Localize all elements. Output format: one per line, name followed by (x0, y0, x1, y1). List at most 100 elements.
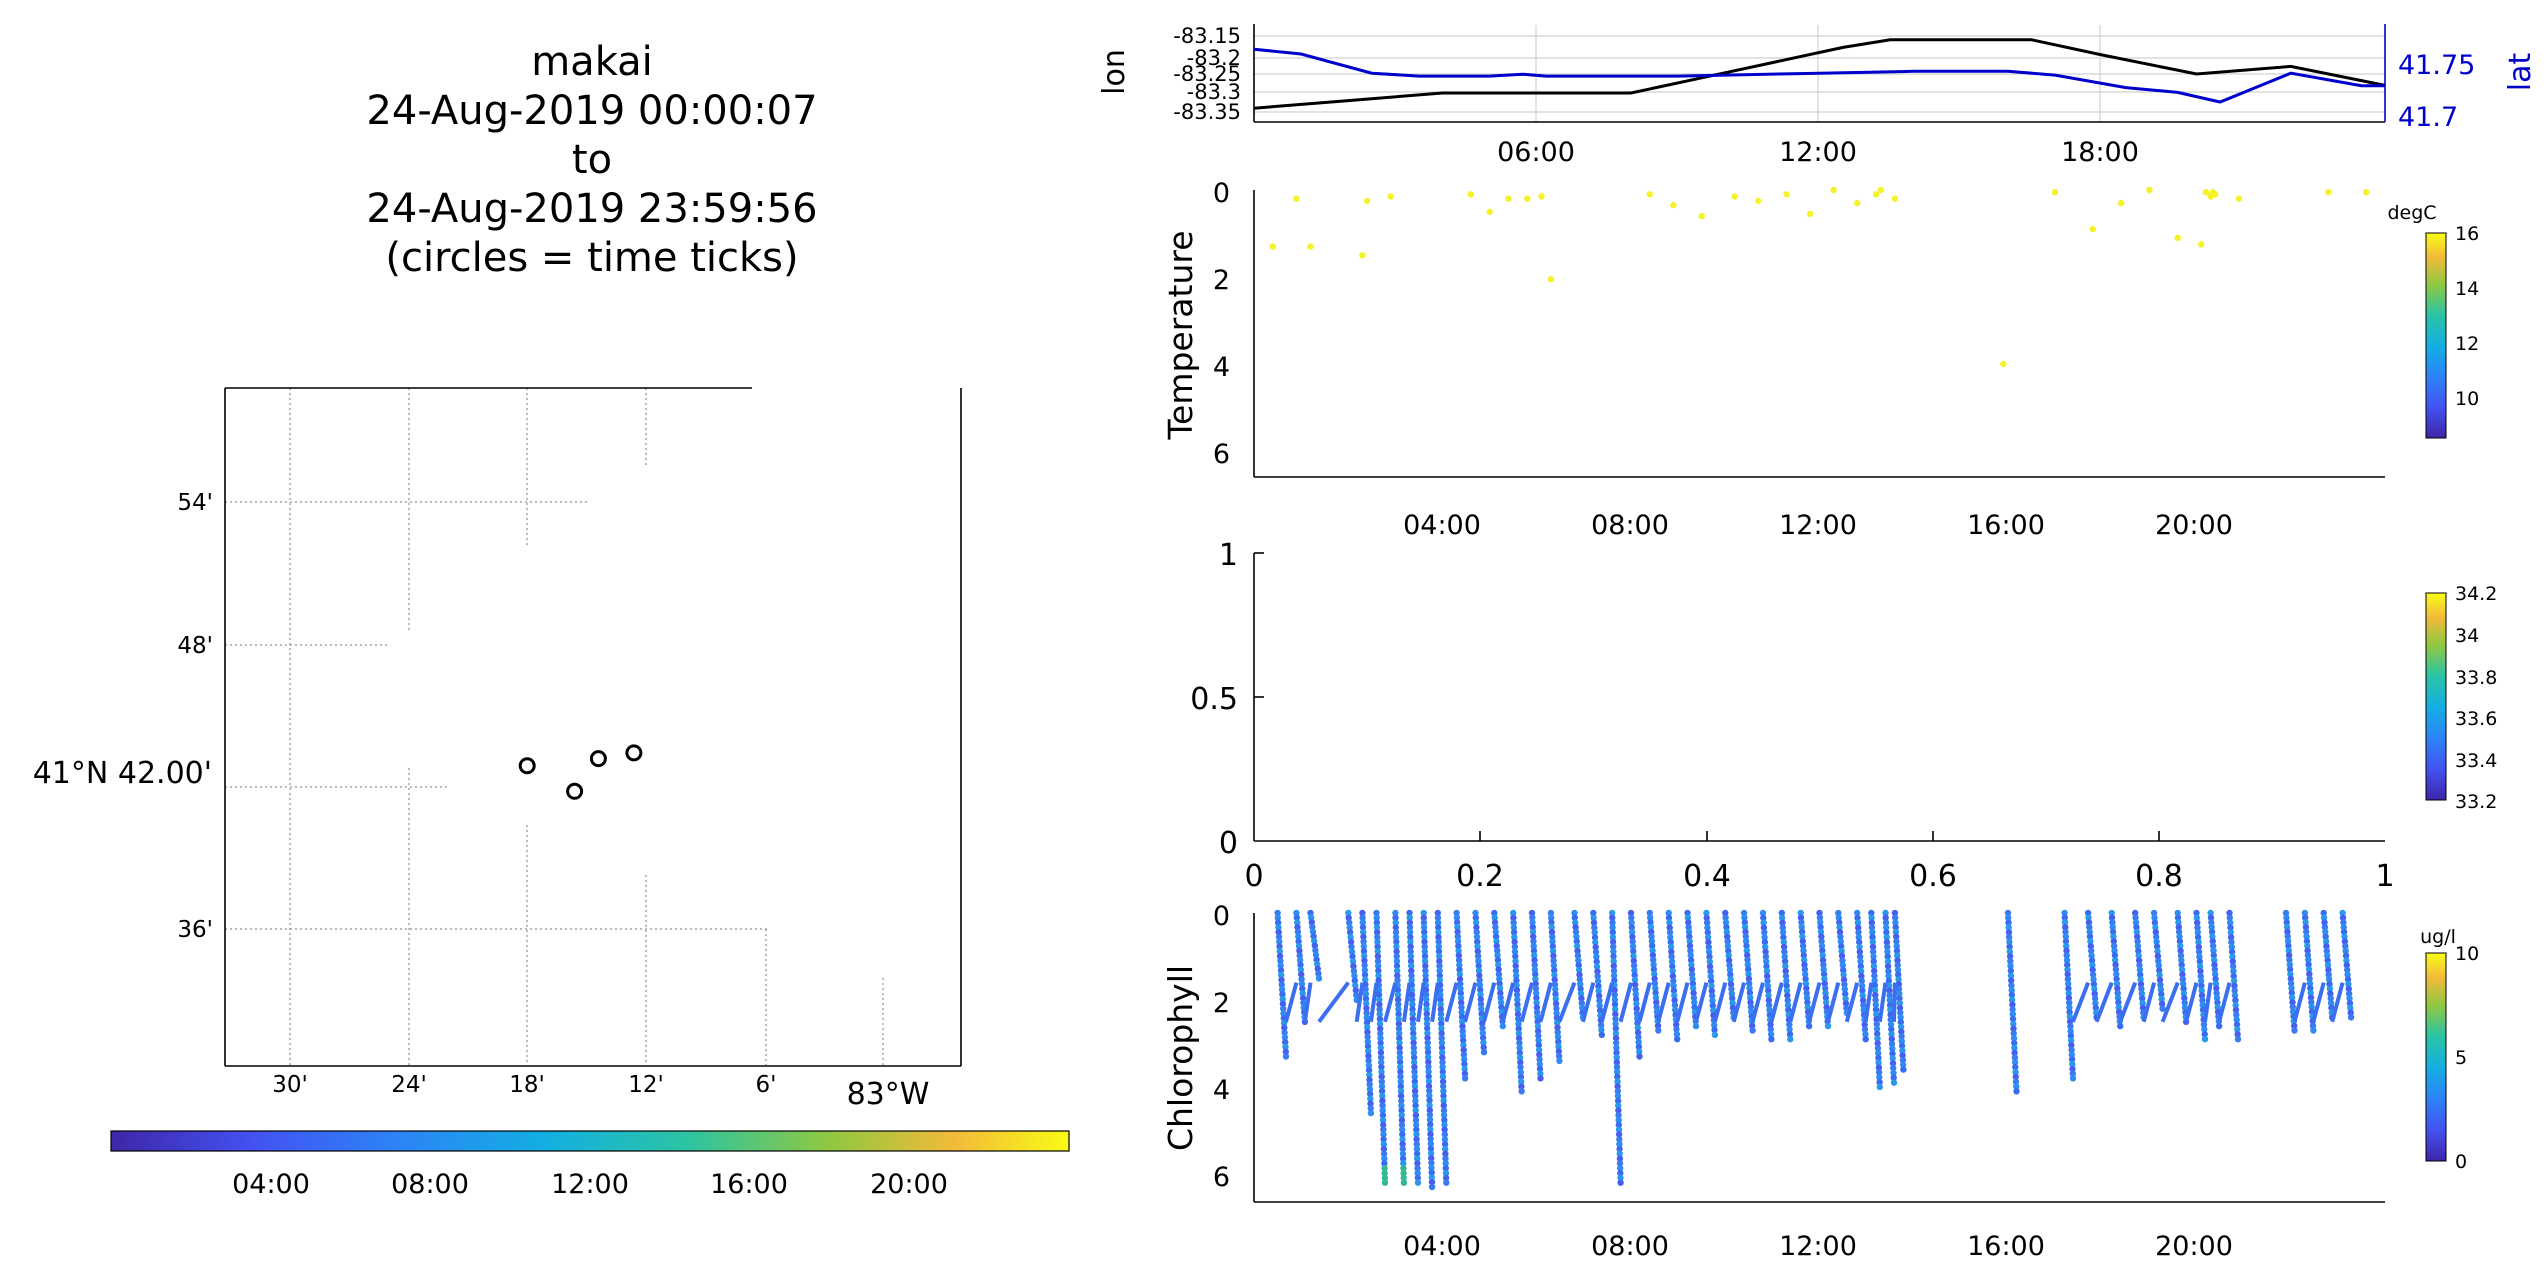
chlorophyll-point-189 (1392, 909, 1399, 917)
chlorophyll-point-1033 (1854, 919, 1862, 926)
chlorophyll-point-1075 (1872, 992, 1879, 999)
temperature-point-3 (1359, 252, 1366, 259)
chlorophyll-point-590 (1549, 943, 1557, 950)
chlorophyll-point-872 (1728, 985, 1735, 993)
chlorophyll-point-1224 (2066, 1009, 2073, 1016)
chlorophyll-point-1399 (2213, 989, 2220, 997)
chlorophyll-point-1420 (2230, 972, 2237, 980)
chlorophyll-point-984 (1816, 909, 1823, 917)
chlorophyll-point-184 (1381, 1160, 1388, 1167)
chlorophyll-point-782 (1666, 929, 1674, 936)
chlorophyll-point-1101 (1883, 938, 1891, 946)
chlorophyll-point-1326 (2157, 986, 2165, 993)
chlorophyll-point-695 (1613, 1059, 1621, 1066)
chlorophyll-point-847 (1709, 992, 1716, 999)
chlorophyll-point-1091 (1875, 1069, 1883, 1076)
chlorophyll-point-854 (1711, 1026, 1718, 1034)
chlorophyll-point-1078 (1872, 1006, 1880, 1013)
chlorophyll-point-1107 (1885, 968, 1892, 975)
chlorophyll-point-110 (1363, 1009, 1370, 1017)
chlorophyll-point-162 (1377, 1054, 1385, 1061)
chlorophyll-point-1244 (2086, 933, 2094, 940)
chlorophyll-point-459 (1473, 933, 1481, 941)
chlorophyll-point-313 (1421, 957, 1429, 965)
title-line-3: to (572, 137, 612, 183)
chlorophyll-point-1272 (2112, 956, 2119, 964)
chlorophyll-point-211 (1395, 1015, 1402, 1023)
chlorophyll-point-946 (1783, 977, 1790, 985)
chlorophyll-point-339 (1425, 1082, 1433, 1090)
chlorophyll-point-1115 (1887, 1006, 1894, 1014)
chlorophyll-point-209 (1395, 1006, 1402, 1013)
chlorophyll-point-1249 (2088, 957, 2096, 964)
chlorophyll-point-1167 (2005, 919, 2012, 926)
chlorophyll-point-680 (1611, 986, 1618, 994)
chlorophyll-point-1525 (2345, 985, 2352, 993)
chlorophyll-point-1147 (1895, 985, 1903, 993)
chlorophyll-point-321 (1423, 996, 1430, 1003)
chlorophyll-point-306 (1420, 924, 1428, 931)
chlorophyll-point-1025 (1841, 986, 1849, 993)
chlorophyll-point-324 (1423, 1010, 1431, 1018)
chlorophyll-point-521 (1512, 967, 1520, 974)
chlorophyll-point-379 (1437, 996, 1444, 1003)
chlorophyll-point-361 (1434, 909, 1442, 917)
chlorophyll-point-1246 (2087, 943, 2094, 950)
chlorophyll-point-405 (1441, 1121, 1448, 1129)
chlorophyll-point-256 (1407, 958, 1415, 965)
chlorophyll-point-31 (1293, 909, 1300, 917)
chlorophyll-point-232 (1398, 1116, 1406, 1124)
chlorophyll-point-498 (1496, 975, 1503, 983)
chlorophyll-point-1205 (2061, 919, 2069, 926)
chlorophyll-point-1146 (1895, 981, 1903, 988)
chlorophyll-point-1073 (1871, 982, 1879, 989)
chlorophyll-point-769 (1652, 989, 1659, 997)
chlorophyll-point-1089 (1875, 1059, 1882, 1067)
chlorophyll-point-1055 (1861, 1026, 1869, 1033)
chlorophyll-point-816 (1688, 961, 1695, 968)
chlorophyll-point-896 (1746, 989, 1754, 997)
chlorophyll-point-547 (1528, 909, 1536, 917)
chlorophyll-point-668 (1609, 929, 1617, 936)
temperature-point-36 (2325, 189, 2332, 196)
chlorophyll-point-717 (1617, 1165, 1624, 1172)
temperature-point-16 (1755, 197, 1762, 205)
chlorophyll-point-1076 (1872, 996, 1879, 1004)
chlorophyll-point-802 (1673, 1026, 1680, 1033)
chlorophyll-point-815 (1687, 956, 1695, 964)
chlorophyll-connector-38 (2118, 981, 2138, 1023)
chlorophyll-point-71 (1345, 914, 1352, 921)
chlorophyll-point-842 (1707, 968, 1714, 975)
chlorophyll-point-1196 (2011, 1059, 2019, 1066)
chlorophyll-point-1510 (2339, 914, 2347, 921)
chlorophyll-point-805 (1684, 909, 1691, 917)
chlorophyll-point-513 (1510, 929, 1518, 936)
chlorophyll-point-1234 (2068, 1056, 2076, 1063)
chlorophyll-point-1474 (2306, 975, 2313, 982)
chlorophyll-point-287 (1412, 1107, 1419, 1114)
chlorophyll-point-96 (1360, 943, 1368, 950)
chlorophyll-point-894 (1746, 980, 1753, 987)
chlorophyll-point-437 (1458, 999, 1465, 1006)
chlorophyll-point-1489 (2321, 924, 2329, 931)
chlorophyll-point-862 (1724, 938, 1731, 945)
chlorophyll-point-786 (1668, 948, 1675, 955)
chlorophyll-point-385 (1438, 1025, 1445, 1032)
temp-cb-unit: degC (2387, 202, 2436, 224)
chlorophyll-point-201 (1394, 967, 1401, 974)
chlorophyll-point-55 (1307, 909, 1314, 917)
chlorophyll-point-1210 (2063, 942, 2070, 950)
temperature-point-35 (2235, 195, 2243, 202)
chlorophyll-point-1320 (2155, 957, 2162, 965)
chlorophyll-point-1394 (2211, 966, 2219, 973)
chlorophyll-point-535 (1515, 1035, 1523, 1042)
chlorophyll-point-569 (1534, 1013, 1541, 1021)
chlorophyll-point-929 (1767, 1026, 1775, 1033)
chlorophyll-point-1503 (2327, 990, 2334, 997)
chlorophyll-point-1215 (2064, 966, 2071, 973)
chlorophyll-point-838 (1705, 948, 1713, 956)
chlorophyll-point-1327 (2158, 991, 2165, 998)
temperature-y-ticks: 0 2 4 6 (1213, 178, 1230, 470)
chlorophyll-point-1173 (2006, 948, 2014, 955)
chlorophyll-point-1230 (2067, 1037, 2075, 1044)
